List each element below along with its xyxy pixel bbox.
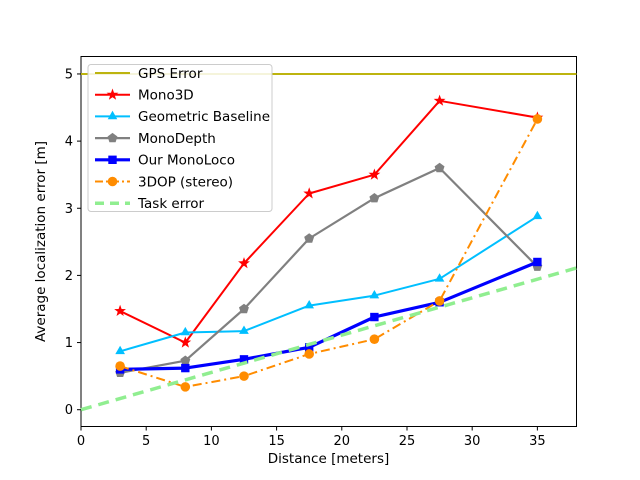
- x-tick-label: 20: [334, 434, 351, 449]
- marker-triangle-geometric-baseline: [107, 110, 118, 120]
- marker-circle-3dop-stereo: [434, 296, 445, 306]
- marker-square-our-monoloco: [239, 355, 249, 364]
- legend-label-mono3d: Mono3D: [138, 88, 194, 104]
- y-axis-label: Average localization error [m]: [33, 141, 49, 342]
- marker-triangle-geometric-baseline: [369, 290, 380, 299]
- x-tick-label: 5: [142, 434, 150, 449]
- y-tick-label: 2: [65, 269, 73, 284]
- marker-pentagon-monodepth: [304, 233, 315, 243]
- marker-circle-3dop-stereo: [532, 114, 543, 124]
- marker-triangle-geometric-baseline: [304, 300, 314, 309]
- legend-item-mono3d: Mono3D: [95, 88, 194, 104]
- marker-star-mono3d: [433, 94, 446, 106]
- legend-box: [87, 64, 273, 212]
- x-tick-label: 25: [399, 434, 416, 449]
- legend: GPS Error Mono3D Geometric Baseline MonoDep…: [87, 64, 273, 212]
- marker-star-mono3d: [106, 88, 119, 100]
- x-tick-label: 0: [77, 434, 85, 449]
- x-tick-label: 35: [529, 434, 546, 449]
- x-tick-label: 15: [268, 434, 285, 449]
- marker-square-our-monoloco: [181, 363, 190, 373]
- marker-star-mono3d: [238, 257, 250, 269]
- y-tick-label: 3: [65, 202, 73, 217]
- marker-square-our-monoloco: [370, 312, 379, 322]
- marker-square-our-monoloco: [304, 343, 314, 352]
- marker-triangle-geometric-baseline: [115, 345, 125, 355]
- legend-item-gps-error: GPS Error: [95, 66, 203, 82]
- marker-star-mono3d: [303, 187, 316, 199]
- y-tick-label: 0: [65, 403, 73, 418]
- legend-label-task-error: Task error: [137, 196, 205, 212]
- legend-label-monodepth: MonoDepth: [138, 131, 216, 147]
- marker-circle-3dop-stereo: [304, 349, 314, 359]
- marker-triangle-geometric-baseline: [180, 326, 191, 336]
- marker-pentagon-monodepth: [239, 303, 249, 314]
- x-tick-label: 30: [464, 434, 481, 449]
- legend-label-gps-error: GPS Error: [138, 66, 203, 82]
- plot-border: [80, 56, 577, 427]
- marker-circle-3dop-stereo: [180, 382, 191, 392]
- legend-item-geometric-baseline: Geometric Baseline: [95, 109, 270, 125]
- marker-pentagon-monodepth: [434, 162, 445, 173]
- marker-star-mono3d: [368, 168, 381, 180]
- marker-square-our-monoloco: [108, 155, 117, 164]
- legend-label-3dop-stereo: 3DOP (stereo): [138, 174, 233, 190]
- legend-label-our-monoloco: Our MonoLoco: [138, 153, 235, 169]
- legend-item-task-error: Task error: [95, 196, 205, 212]
- y-tick-label: 1: [65, 336, 73, 351]
- marker-pentagon-monodepth: [369, 193, 380, 203]
- marker-circle-3dop-stereo: [107, 176, 118, 187]
- marker-star-mono3d: [179, 336, 192, 348]
- x-axis-label: Distance [meters]: [268, 451, 390, 467]
- marker-triangle-geometric-baseline: [532, 210, 543, 220]
- axes: 0 5 10 15 20 25 30 35 0 1 2 3 4 5: [65, 56, 577, 449]
- marker-triangle-geometric-baseline: [434, 273, 445, 282]
- marker-pentagon-monodepth: [107, 132, 118, 143]
- series-line-our-monoloco: [120, 260, 539, 371]
- y-tick-label: 5: [65, 67, 73, 82]
- marker-circle-3dop-stereo: [115, 361, 125, 371]
- marker-square-our-monoloco: [533, 257, 542, 267]
- legend-item-3dop-stereo: 3DOP (stereo): [95, 174, 233, 190]
- y-tick-label: 4: [65, 135, 73, 150]
- marker-circle-3dop-stereo: [369, 334, 380, 345]
- series: [80, 73, 577, 412]
- marker-star-mono3d: [114, 304, 126, 316]
- legend-label-geometric-baseline: Geometric Baseline: [138, 109, 270, 125]
- legend-item-monodepth: MonoDepth: [95, 131, 216, 147]
- marker-triangle-geometric-baseline: [239, 325, 249, 334]
- legend-item-our-monoloco: Our MonoLoco: [95, 153, 235, 169]
- marker-pentagon-monodepth: [180, 355, 191, 365]
- series-line-task-error: [80, 266, 577, 412]
- marker-circle-3dop-stereo: [239, 371, 249, 381]
- x-tick-label: 10: [203, 434, 220, 449]
